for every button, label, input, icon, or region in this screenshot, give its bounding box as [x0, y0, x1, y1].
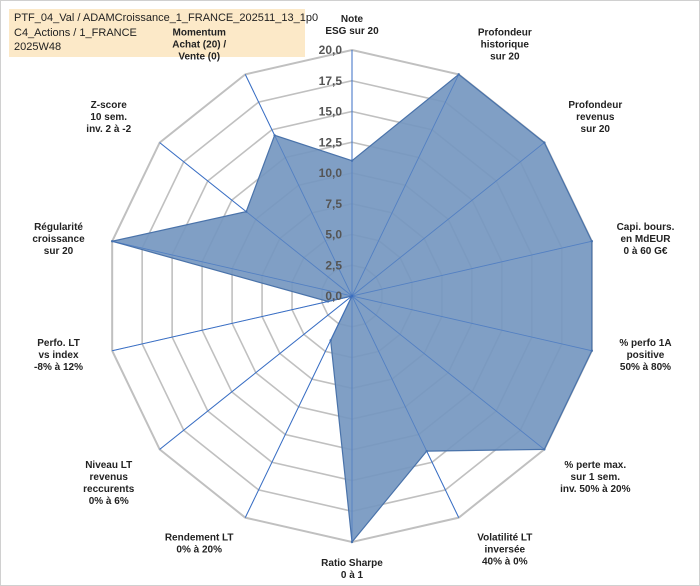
header-line-category: C4_Actions / 1_FRANCE	[14, 26, 137, 39]
axis-label: % perte max. sur 1 sem. inv. 50% à 20%	[560, 460, 631, 495]
chart-header-box: PTF_04_Val / ADAMCroissance_1_FRANCE_202…	[9, 9, 319, 57]
header-line-portfolio: PTF_04_Val / ADAMCroissance_1_FRANCE_202…	[14, 12, 319, 24]
axis-label-line: Profondeur	[478, 28, 532, 39]
axis-label-line: 40% à 0%	[482, 556, 528, 567]
axis-label: % perfo 1A positive 50% à 80%	[619, 338, 671, 373]
axis-label-line: Profondeur	[568, 100, 622, 111]
axis-label: Note ESG sur 20	[325, 14, 379, 37]
axis-spoke-overlay	[112, 240, 353, 297]
radar-tick-labels: 0,0 2,5 5,0 7,5 10,0 12,5 15,0 17,5 20,0	[319, 43, 343, 303]
axis-label-line: revenus	[90, 472, 129, 483]
axis-label: Z-score 10 sem. inv. 2 à -2	[86, 100, 131, 135]
axis-spoke-overlay	[351, 240, 592, 297]
axis-label-line: Vente (0)	[178, 52, 220, 63]
axis-label-line: Achat (20) /	[172, 40, 226, 51]
axis-label-line: croissance	[32, 234, 85, 245]
radar-series	[110, 50, 594, 544]
axis-label-line: positive	[627, 350, 665, 361]
tick-label: 17,5	[319, 74, 343, 88]
axis-label: Perfo. LT vs index -8% à 12%	[34, 338, 83, 373]
axis-label-line: en MdEUR	[620, 234, 671, 245]
axis-label: Volatilité LT inversée 40% à 0%	[477, 532, 532, 567]
tick-label: 5,0	[325, 228, 342, 242]
tick-label: 2,5	[325, 258, 342, 272]
axis-label-line: Volatilité LT	[477, 532, 532, 543]
axis-label: Momentum Achat (20) / Vente (0)	[172, 28, 226, 63]
axis-spoke-overlay	[351, 74, 460, 297]
tick-label: 20,0	[319, 43, 343, 57]
axis-label-line: % perfo 1A	[619, 338, 671, 349]
axis-label-line: sur 20	[490, 52, 520, 63]
axis-label-line: sur 1 sem.	[571, 472, 621, 483]
axis-label-line: % perte max.	[564, 460, 626, 471]
axis-label-line: Perfo. LT	[37, 338, 80, 349]
axis-label-line: Rendement LT	[165, 532, 234, 543]
tick-label: 15,0	[319, 105, 343, 119]
axis-label-line: 0 à 60 G€	[624, 246, 668, 257]
axis-spoke-overlay	[351, 295, 592, 352]
tick-label: 10,0	[319, 166, 343, 180]
axis-spoke-overlay	[244, 74, 353, 297]
axis-label-line: Régularité	[34, 222, 83, 233]
axis-label: Capi. bours. en MdEUR 0 à 60 G€	[617, 222, 675, 257]
axis-label: Niveau LT revenus reccurents 0% à 6%	[83, 460, 135, 507]
radar-axis-labels: Note ESG sur 20 Profondeur historique sur 20…	[32, 14, 674, 581]
axis-label-line: inv. 50% à 20%	[560, 484, 631, 495]
axis-spoke-overlay	[351, 295, 460, 518]
axis-label-line: revenus	[576, 112, 615, 123]
axis-label: Rendement LT 0% à 20%	[165, 532, 234, 555]
axis-label-line: sur 20	[44, 246, 74, 257]
axis-spoke-overlay	[351, 142, 545, 297]
axis-label-line: Momentum	[173, 28, 226, 39]
header-line-week: 2025W48	[14, 41, 62, 53]
axis-label-line: 50% à 80%	[620, 362, 671, 373]
axis-label-line: Z-score	[91, 100, 128, 111]
axis-label-line: sur 20	[581, 124, 611, 135]
tick-label: 12,5	[319, 135, 343, 149]
axis-label-line: 0% à 20%	[176, 544, 222, 555]
axis-label-line: Capi. bours.	[617, 222, 675, 233]
axis-spoke-overlay	[351, 295, 545, 450]
axis-label-line: reccurents	[83, 484, 135, 495]
axis-label-line: 0% à 6%	[89, 496, 129, 507]
axis-label: Ratio Sharpe 0 à 1	[321, 558, 383, 581]
axis-label-line: Note	[341, 14, 364, 25]
axis-label-line: vs index	[39, 350, 79, 361]
axis-label-line: -8% à 12%	[34, 362, 83, 373]
axis-label-line: ESG sur 20	[325, 26, 379, 37]
tick-label: 0,0	[325, 289, 342, 303]
axis-label: Profondeur historique sur 20	[478, 28, 532, 63]
axis-label-line: inv. 2 à -2	[86, 124, 131, 135]
axis-label-line: inversée	[485, 544, 526, 555]
axis-spoke-overlay	[244, 295, 353, 518]
axis-spoke-overlay	[159, 295, 353, 450]
axis-spoke-overlay	[159, 142, 353, 297]
axis-label-line: Ratio Sharpe	[321, 558, 383, 569]
axis-label-line: Niveau LT	[85, 460, 132, 471]
axis-label: Profondeur revenus sur 20	[568, 100, 622, 135]
axis-spoke-overlay	[112, 295, 353, 352]
axis-label-line: 0 à 1	[341, 570, 364, 581]
axis-label-line: historique	[481, 40, 530, 51]
axis-label: Régularité croissance sur 20	[32, 222, 85, 257]
tick-label: 7,5	[325, 197, 342, 211]
axis-label-line: 10 sem.	[90, 112, 127, 123]
